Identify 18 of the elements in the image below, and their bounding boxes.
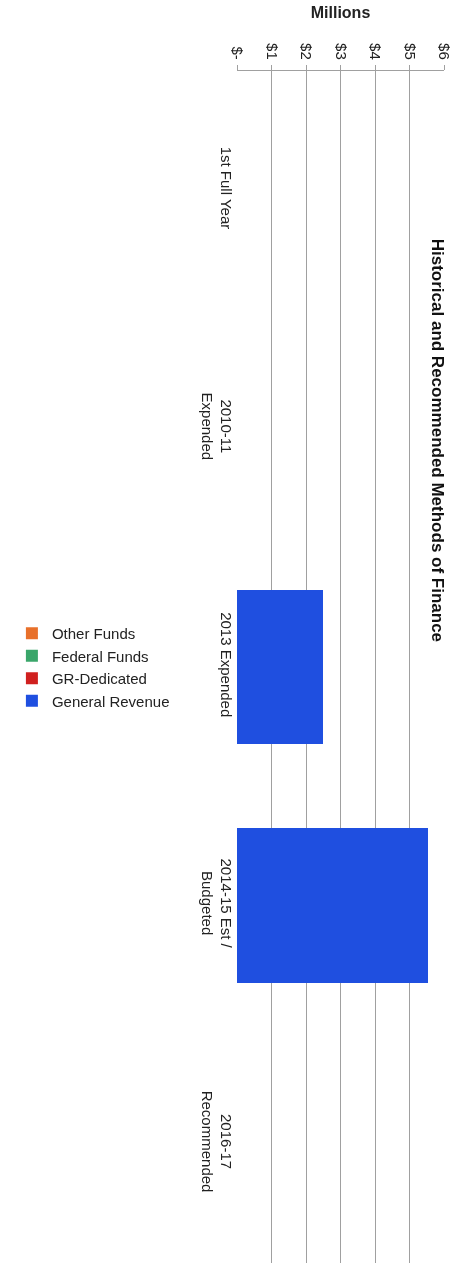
text: Historical and Recommended Methods of Finance — [428, 238, 448, 643]
legend-label: General Revenue — [51, 692, 170, 710]
x-tick-label: $1 — [263, 43, 281, 60]
y-tick-label: 1st Full Year — [218, 146, 235, 230]
legend-label: Other Funds — [51, 625, 136, 643]
y-tick-label: 2014-15 Est / Budgeted — [198, 858, 235, 949]
x-tick-label: $6 — [436, 43, 454, 60]
x-tick-label: $- — [229, 46, 247, 60]
y-tick-label: 2010-11 Expended — [198, 392, 235, 461]
y-tick-label: 2016-17 Recommended — [198, 1090, 235, 1193]
x-tick-label: $4 — [367, 43, 385, 60]
y-tick-label: 2013 Expended — [218, 612, 235, 718]
legend-label: Federal Funds — [51, 647, 149, 665]
x-tick-label: $3 — [332, 43, 350, 60]
x-tick-label: $5 — [401, 43, 419, 60]
x-tick-label: $2 — [298, 43, 316, 60]
legend-label: GR-Dedicated — [51, 670, 147, 688]
x-axis-title: Millions — [310, 3, 371, 21]
